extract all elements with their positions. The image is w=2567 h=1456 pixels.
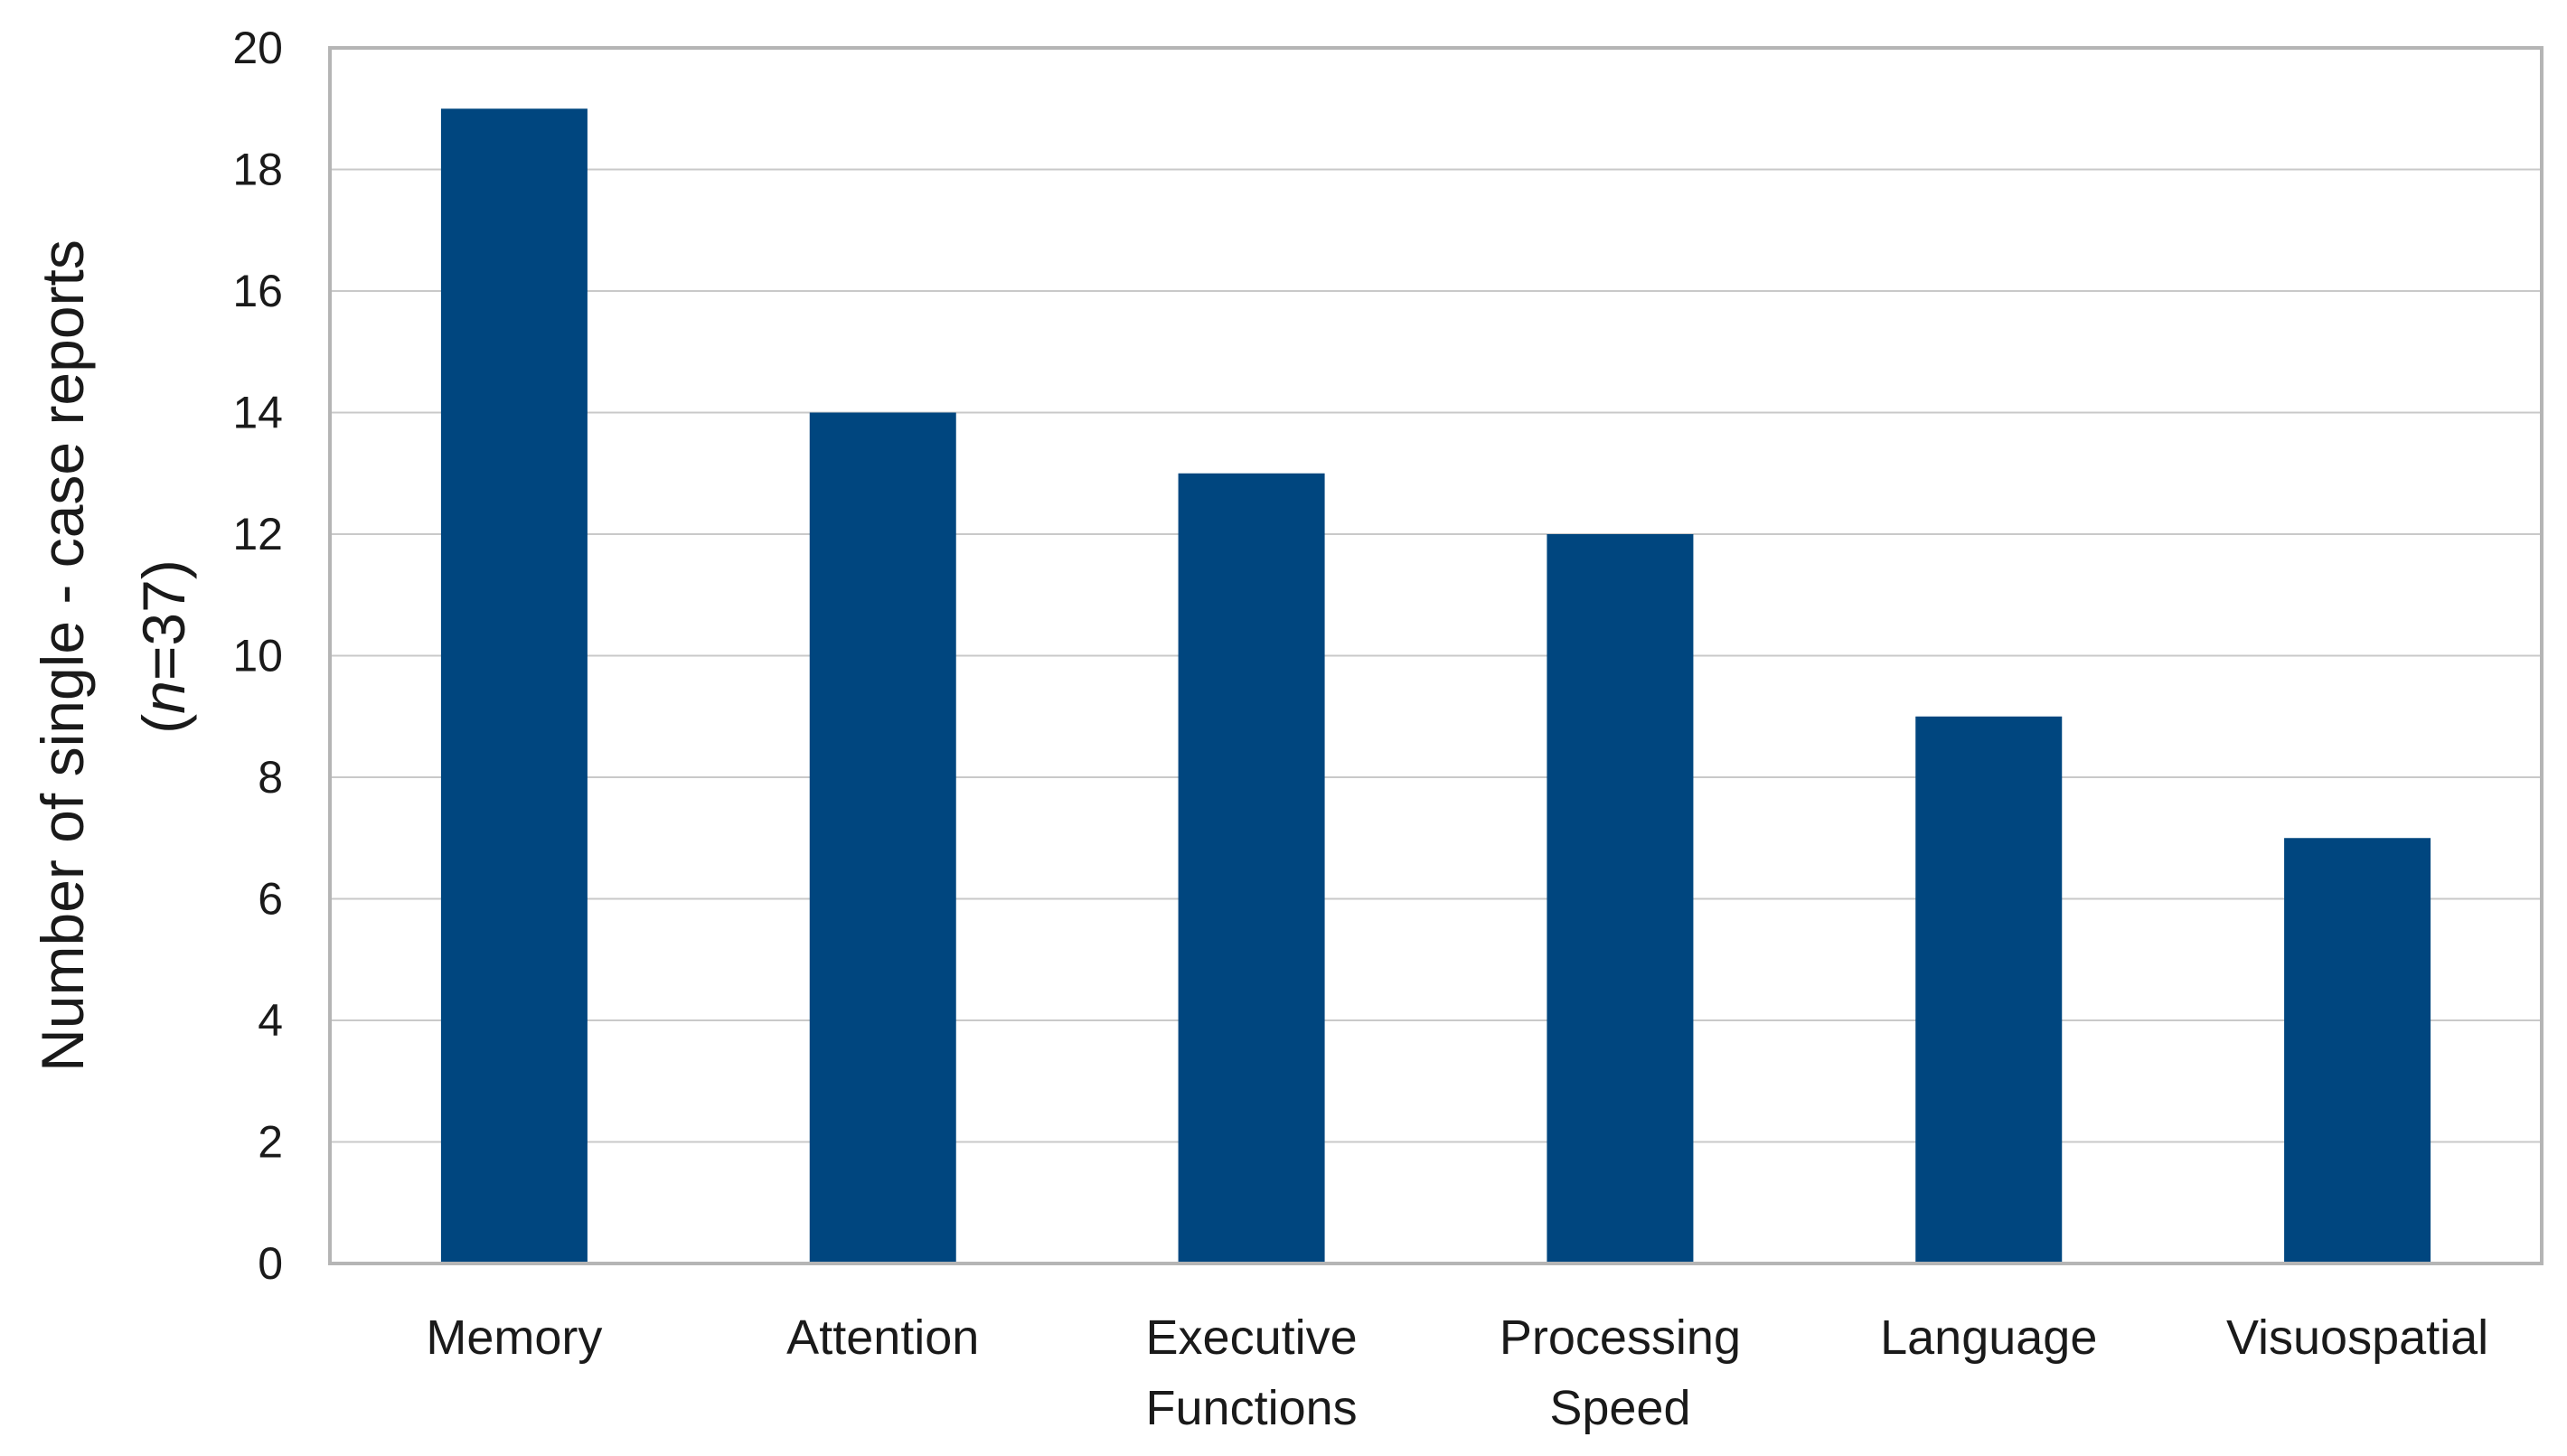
y-axis-label-line2: (n=37) [130, 559, 197, 734]
x-category-label: Language [1880, 1310, 2097, 1365]
y-tick-label: 12 [232, 509, 283, 559]
bar [2284, 838, 2431, 1263]
y-tick-label: 4 [258, 995, 283, 1046]
bars [440, 108, 2431, 1263]
x-category-label: Attention [786, 1310, 979, 1365]
y-axis-label-rest: =37) [130, 559, 197, 681]
x-category-labels: Memory Attention Executive Functions Process… [426, 1310, 2488, 1435]
y-axis-label-n: n [130, 681, 197, 714]
y-tick-labels: 0 2 4 6 8 10 12 14 16 18 20 [232, 23, 283, 1289]
y-axis-label-open: ( [130, 714, 197, 734]
bar [809, 412, 956, 1263]
y-tick-label: 16 [232, 266, 283, 316]
y-tick-label: 10 [232, 631, 283, 681]
y-axis-label-line1: Number of single - case reports [29, 240, 96, 1072]
x-category-label: Executive [1146, 1310, 1358, 1365]
y-tick-label: 18 [232, 145, 283, 195]
x-category-label: Memory [426, 1310, 602, 1365]
y-tick-label: 20 [232, 23, 283, 73]
y-tick-label: 0 [258, 1238, 283, 1289]
bar [1178, 473, 1325, 1263]
y-axis-label: Number of single - case reports (n=37) [29, 240, 197, 1072]
x-category-label: Functions [1146, 1381, 1358, 1435]
bar [1915, 716, 2063, 1263]
y-tick-label: 6 [258, 874, 283, 925]
bar [1547, 534, 1694, 1263]
y-tick-label: 8 [258, 752, 283, 803]
x-category-label: Speed [1549, 1381, 1690, 1435]
y-tick-label: 2 [258, 1117, 283, 1168]
x-category-label: Visuospatial [2226, 1310, 2488, 1365]
x-category-label: Processing [1500, 1310, 1741, 1365]
gridlines [330, 168, 2542, 1143]
bar [440, 108, 588, 1263]
plot-frame [328, 46, 2543, 1265]
y-tick-label: 14 [232, 388, 283, 438]
